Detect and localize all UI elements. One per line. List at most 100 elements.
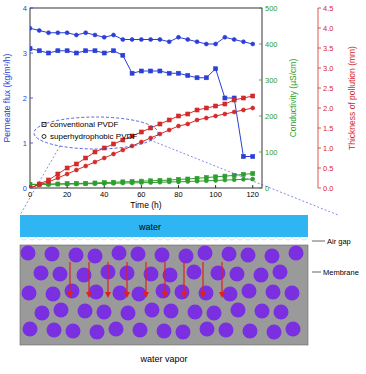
series-marker xyxy=(65,31,69,35)
series-marker xyxy=(56,182,60,186)
membrane-particle xyxy=(199,286,214,301)
series-marker xyxy=(84,156,88,160)
series-marker xyxy=(232,98,236,102)
vapor-arrowhead xyxy=(162,292,168,298)
series-marker xyxy=(139,140,143,144)
x-tick-label: 60 xyxy=(137,190,145,199)
vapor-arrowhead xyxy=(124,292,130,298)
series-marker xyxy=(176,180,180,184)
y-tick xyxy=(30,98,33,99)
series-marker xyxy=(84,49,88,53)
vapor-arrow xyxy=(107,262,108,296)
membrane-particle xyxy=(145,303,160,318)
legend-ellipse xyxy=(34,117,158,149)
y3-tick-label: 3.5 xyxy=(323,44,333,53)
membrane-particle xyxy=(200,322,215,337)
series-marker xyxy=(102,35,106,39)
membrane-particle xyxy=(265,249,280,264)
x-tick xyxy=(252,185,253,188)
zoom-line xyxy=(150,140,338,215)
y2-tick xyxy=(259,44,262,45)
membrane-particle xyxy=(255,304,270,319)
series-line xyxy=(30,28,253,44)
y2-tick-label: 100 xyxy=(265,148,278,157)
series-marker xyxy=(241,172,245,176)
series-marker xyxy=(30,26,32,30)
series-marker xyxy=(30,186,32,188)
series-marker xyxy=(121,181,125,185)
series-marker xyxy=(102,156,106,160)
series-marker xyxy=(214,114,218,118)
membrane-particle xyxy=(78,304,93,319)
series-marker xyxy=(65,172,69,176)
series-marker xyxy=(186,38,190,42)
y3-tick xyxy=(318,128,321,129)
y2-tick-label: 500 xyxy=(265,4,278,13)
series-marker xyxy=(223,112,227,116)
y-tick-label: 4 xyxy=(23,4,27,13)
series-marker xyxy=(214,42,218,46)
membrane-particle xyxy=(97,305,112,320)
series-marker xyxy=(130,38,134,42)
x-axis-title: Time (h) xyxy=(130,200,161,210)
y3-tick xyxy=(318,168,321,169)
series-marker xyxy=(232,110,236,114)
y2-tick xyxy=(259,152,262,153)
series-marker xyxy=(158,132,162,136)
y3-tick xyxy=(318,148,321,149)
series-marker xyxy=(93,181,97,185)
vapor-arrow xyxy=(145,262,146,296)
y3-tick xyxy=(318,88,321,89)
x-tick-label: 100 xyxy=(209,190,222,199)
vapor-label: water vapor xyxy=(139,354,187,364)
series-line xyxy=(30,179,253,184)
y3-tick xyxy=(318,188,321,189)
y-tick xyxy=(30,143,33,144)
series-marker xyxy=(130,71,134,75)
membrane-particle xyxy=(211,266,226,281)
x-tick-label: 80 xyxy=(174,190,182,199)
series-marker xyxy=(241,155,245,159)
series-marker xyxy=(84,164,88,168)
series-marker xyxy=(84,182,88,186)
y3-tick-label: 2.0 xyxy=(323,104,333,113)
legend-label: conventional PVDF xyxy=(50,120,119,129)
membrane-particle xyxy=(188,305,203,320)
series-marker xyxy=(84,181,88,185)
series-marker xyxy=(74,181,78,185)
y3-tick xyxy=(318,8,321,9)
series-line xyxy=(30,96,253,188)
series-marker xyxy=(186,180,190,184)
series-marker xyxy=(37,29,41,33)
membrane-particle xyxy=(23,322,38,337)
series-marker xyxy=(56,182,60,186)
x-tick xyxy=(178,185,179,188)
series-marker xyxy=(223,102,227,106)
series-marker xyxy=(232,38,236,42)
y2-tick-label: 0 xyxy=(265,184,269,193)
membrane-particle xyxy=(131,247,146,262)
series-marker xyxy=(186,122,190,126)
membrane-particle xyxy=(179,249,194,264)
vapor-arrowhead xyxy=(200,292,206,298)
y3-axis-line xyxy=(318,8,319,188)
y3-tick xyxy=(318,68,321,69)
series-marker xyxy=(93,182,97,186)
vapor-arrow xyxy=(126,262,127,296)
series-marker xyxy=(112,152,116,156)
membrane-particle xyxy=(90,325,105,340)
series-marker xyxy=(30,47,32,51)
y3-tick-label: 1.0 xyxy=(323,144,333,153)
series-marker xyxy=(112,181,116,185)
series-marker xyxy=(102,181,106,185)
y2-tick xyxy=(259,188,262,189)
airgap-label: Air gap xyxy=(327,237,351,246)
membrane-particle xyxy=(231,303,246,318)
membrane-particle xyxy=(267,325,282,340)
y3-tick-label: 3.0 xyxy=(323,64,333,73)
series-marker xyxy=(167,180,171,184)
membrane-particle xyxy=(157,324,172,339)
y3-tick-label: 0.5 xyxy=(323,164,333,173)
membrane-particle xyxy=(155,248,170,263)
series-marker xyxy=(47,31,51,35)
